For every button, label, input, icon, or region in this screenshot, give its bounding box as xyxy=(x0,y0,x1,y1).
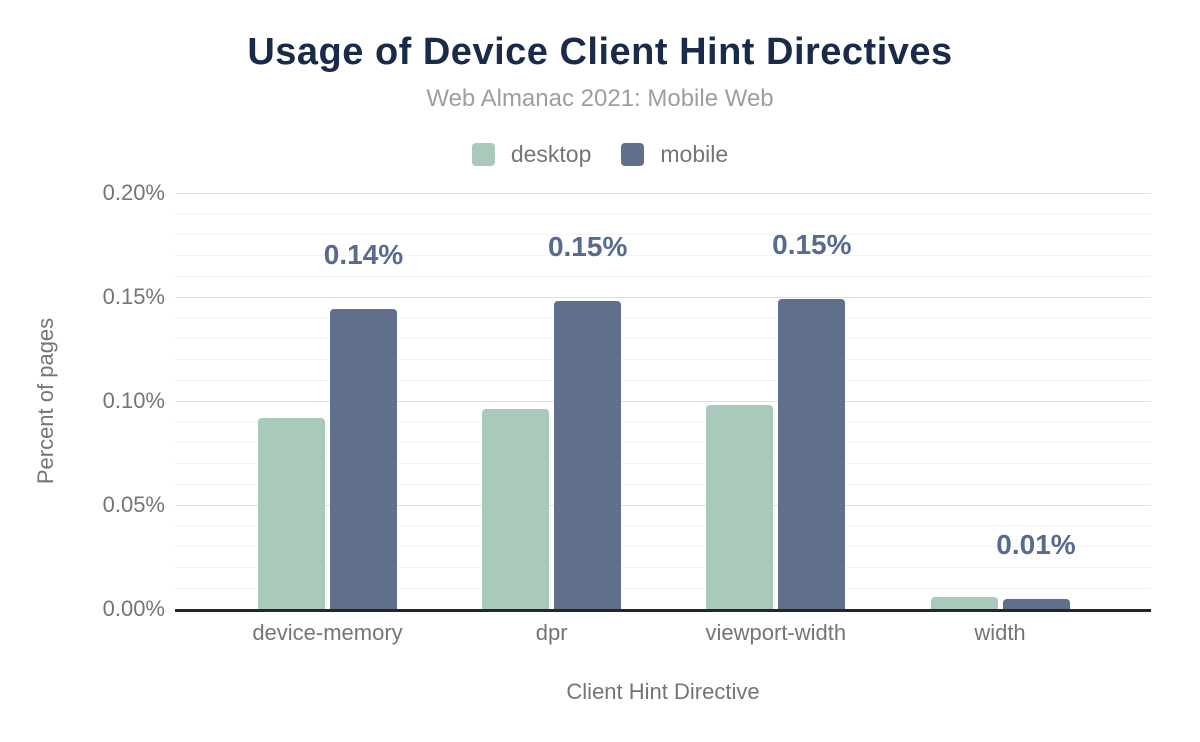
x-tick-label-viewport-width: viewport-width xyxy=(705,620,847,645)
y-tick-label: 0.05% xyxy=(102,492,165,517)
y-tick-label: 0.00% xyxy=(102,596,165,621)
gridline xyxy=(175,483,1151,485)
gridline xyxy=(175,192,1151,194)
bar-mobile-device-memory xyxy=(330,309,397,609)
gridline xyxy=(175,421,1151,423)
legend-swatch-desktop xyxy=(471,143,495,166)
x-tick-label-width: width xyxy=(974,620,1026,645)
gridline xyxy=(175,525,1151,527)
chart-title: Usage of Device Client Hint Directives xyxy=(247,31,953,73)
gridline xyxy=(175,317,1151,319)
gridline xyxy=(175,400,1151,402)
bar-value-label-dpr: 0.15% xyxy=(547,231,628,263)
y-axis-ticks: 0.00% 0.05% 0.10% 0.15% 0.20% xyxy=(0,180,165,621)
bar-mobile-dpr xyxy=(554,301,622,609)
gridline xyxy=(175,442,1151,444)
gridline xyxy=(175,338,1151,340)
bar-desktop-device-memory xyxy=(258,417,325,609)
gridline xyxy=(175,546,1151,548)
legend-item-mobile: mobile xyxy=(621,141,728,168)
legend-label-mobile: mobile xyxy=(660,141,729,167)
bar-value-label-width: 0.01% xyxy=(996,528,1076,560)
bar-desktop-width xyxy=(930,596,998,609)
gridline xyxy=(175,296,1151,298)
legend-label-desktop: desktop xyxy=(510,141,592,167)
gridline xyxy=(175,587,1151,589)
y-tick-label: 0.15% xyxy=(102,284,165,309)
bar-desktop-dpr xyxy=(482,409,550,609)
plot-area: 0.14% 0.15% 0.15% 0.01% xyxy=(175,192,1151,612)
gridline xyxy=(175,213,1151,215)
legend: desktop mobile xyxy=(0,141,1200,168)
bar-desktop-viewport-width xyxy=(706,405,774,609)
bar-mobile-width xyxy=(1002,598,1070,609)
gridline xyxy=(175,275,1151,277)
x-axis-title: Client Hint Directive xyxy=(566,679,760,704)
gridline xyxy=(175,358,1151,360)
legend-item-desktop: desktop xyxy=(471,141,592,168)
y-tick-label: 0.20% xyxy=(102,180,165,205)
x-tick-label-device-memory: device-memory xyxy=(252,620,403,645)
gridline xyxy=(175,379,1151,381)
gridline xyxy=(175,462,1151,464)
gridline xyxy=(175,566,1151,568)
bar-mobile-viewport-width xyxy=(778,299,846,609)
chart-subtitle: Web Almanac 2021: Mobile Web xyxy=(426,85,774,112)
bar-value-label-viewport-width: 0.15% xyxy=(772,229,852,261)
y-tick-label: 0.10% xyxy=(102,388,165,413)
legend-swatch-mobile xyxy=(621,143,645,166)
gridline xyxy=(175,254,1151,256)
x-tick-label-dpr: dpr xyxy=(535,620,568,645)
gridline xyxy=(175,234,1151,236)
x-axis-ticks: device-memory dpr viewport-width width xyxy=(175,620,1151,650)
gridline xyxy=(175,504,1151,506)
bar-value-label-device-memory: 0.14% xyxy=(323,239,404,271)
